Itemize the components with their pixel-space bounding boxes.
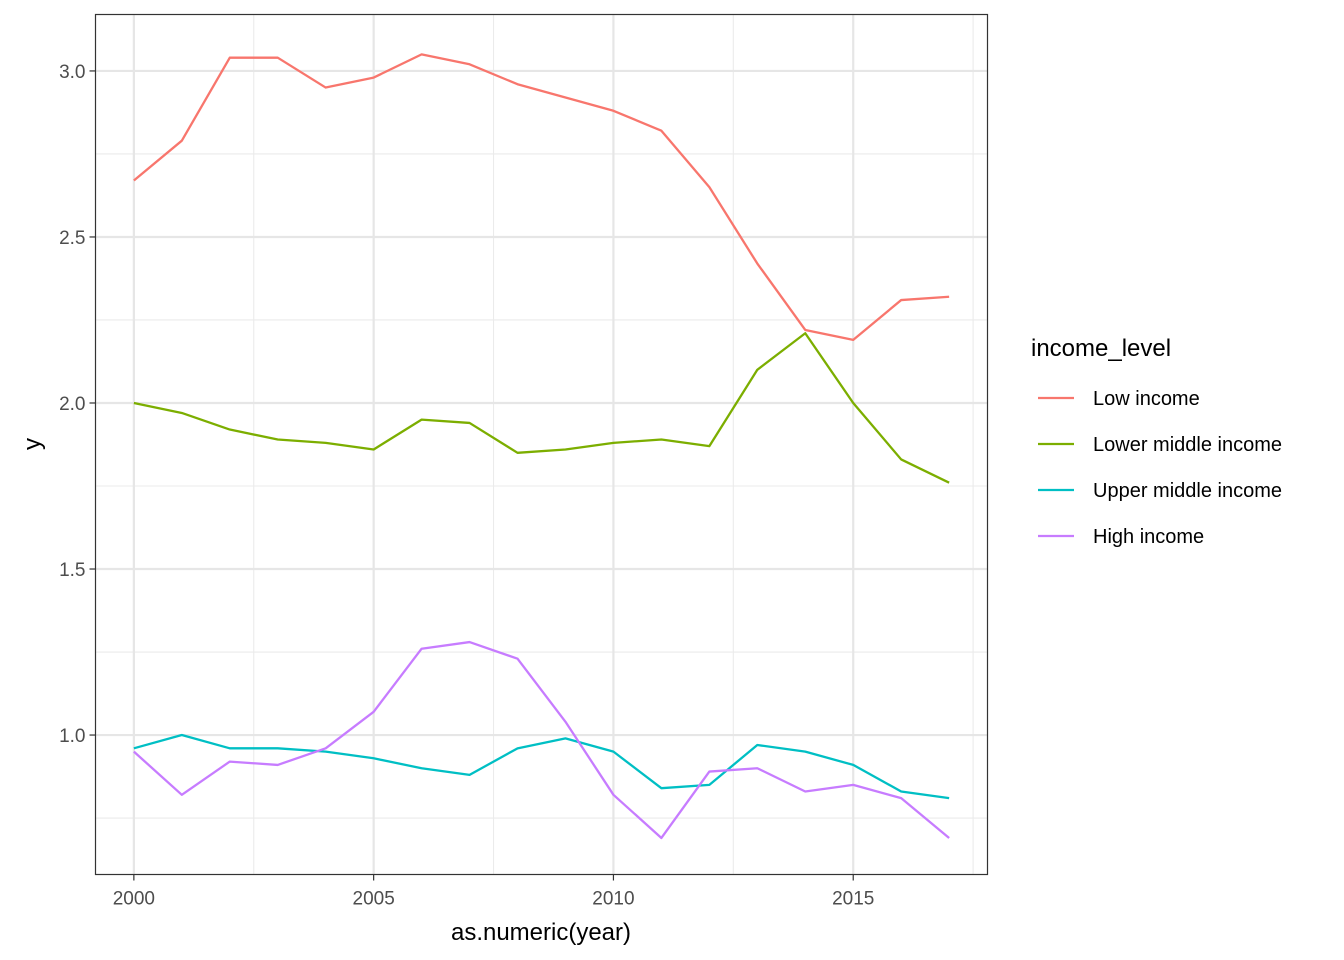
legend-label: Lower middle income (1093, 434, 1282, 456)
plot-border (94, 13, 989, 876)
y-tick-label: 2.0 (59, 394, 85, 415)
x-tick-label: 2005 (353, 889, 395, 910)
legend-label: Low income (1093, 388, 1200, 410)
x-axis: 2000 2005 2010 2015 (113, 874, 874, 910)
y-tick-label: 1.5 (59, 560, 85, 581)
y-axis: 1.0 1.5 2.0 2.5 3.0 (59, 62, 96, 747)
y-axis-title: y (19, 438, 46, 450)
major-gridlines (95, 14, 988, 875)
series-line-3 (133, 733, 950, 800)
x-tick-label: 2010 (592, 889, 634, 910)
legend: income_level Low income Lower middle inco… (1031, 335, 1282, 548)
legend-label: Upper middle income (1093, 480, 1282, 502)
series-line-1 (133, 53, 950, 342)
legend-label: High income (1093, 526, 1204, 548)
x-axis-title: as.numeric(year) (451, 919, 631, 946)
x-tick-label: 2015 (832, 889, 874, 910)
series-line-2 (133, 332, 950, 484)
y-tick-label: 2.5 (59, 228, 85, 249)
minor-gridlines (95, 14, 988, 875)
y-tick-label: 1.0 (59, 726, 85, 747)
plot-background (95, 14, 988, 875)
series-line-4 (133, 640, 950, 840)
x-tick-label: 2000 (113, 889, 155, 910)
y-tick-label: 3.0 (59, 62, 85, 83)
series-lines (133, 53, 950, 840)
legend-keys: Low income Lower middle income Upper middl… (1038, 388, 1282, 548)
legend-title: income_level (1031, 335, 1171, 362)
